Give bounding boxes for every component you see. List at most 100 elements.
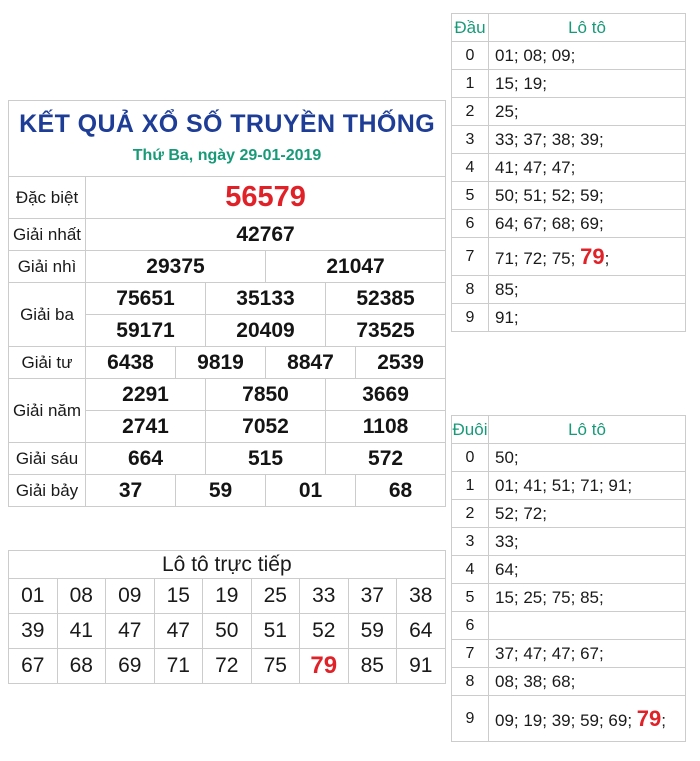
loto-cell: 50 <box>202 613 252 649</box>
loto-values-prefix: 09; 19; 39; 59; 69; <box>495 710 637 730</box>
hot-number: 79 <box>580 243 605 269</box>
loto-cell: 72 <box>202 648 252 684</box>
loto-cell: 09 <box>105 578 155 614</box>
page-title: KẾT QUẢ XỔ SỐ TRUYỀN THỐNG <box>19 110 436 138</box>
prize-value: 73525 <box>324 314 447 347</box>
loto-row: 67 68 69 71 72 75 79 85 91 <box>8 648 446 684</box>
prize-value: 52385 <box>324 282 447 315</box>
prize-row-second: Giải nhì 29375 21047 <box>8 250 447 283</box>
prize-value: 7052 <box>205 410 326 443</box>
dau-row: 1 15; 19; <box>451 69 686 98</box>
prize-value: 59 <box>175 474 266 507</box>
prize-value: 01 <box>265 474 356 507</box>
duoi-row: 0 50; <box>451 443 686 472</box>
loto-values: 33; 37; 38; 39; <box>488 125 686 154</box>
duoi-row: 2 52; 72; <box>451 499 686 528</box>
head-digit: 1 <box>451 69 489 98</box>
loto-cell: 39 <box>8 613 58 649</box>
duoi-row-highlighted: 9 09; 19; 39; 59; 69; 79; <box>451 695 686 742</box>
loto-cell: 37 <box>347 578 397 614</box>
prize-value: 2291 <box>85 378 206 411</box>
tail-digit: 3 <box>451 527 489 556</box>
tail-digit: 0 <box>451 443 489 472</box>
loto-cell: 59 <box>347 613 397 649</box>
loto-values: 64; 67; 68; 69; <box>488 209 686 238</box>
duoi-row: 7 37; 47; 47; 67; <box>451 639 686 668</box>
duoi-header: Đuôi <box>451 415 489 444</box>
prize-row-first: Giải nhất 42767 <box>8 218 447 251</box>
duoi-row: 6 <box>451 611 686 640</box>
prize-row-third-1: Giải ba 75651 35133 52385 <box>8 282 447 347</box>
loto-direct-table: Lô tô trực tiếp 01 08 09 15 19 25 33 37 … <box>8 550 446 684</box>
prize-value: 75651 <box>85 282 206 315</box>
loto-values: 41; 47; 47; <box>488 153 686 182</box>
loto-cell: 01 <box>8 578 58 614</box>
dau-row: 4 41; 47; 47; <box>451 153 686 182</box>
duoi-row: 4 64; <box>451 555 686 584</box>
loto-title-row: Lô tô trực tiếp <box>8 550 446 579</box>
loto-values: 08; 38; 68; <box>488 667 686 696</box>
tail-digit: 4 <box>451 555 489 584</box>
prize-value: 8847 <box>265 346 356 379</box>
prize-value: 35133 <box>205 282 326 315</box>
loto-cell: 38 <box>396 578 446 614</box>
prize-value: 2741 <box>85 410 206 443</box>
special-prize-value: 56579 <box>84 176 447 219</box>
duoi-row: 1 01; 41; 51; 71; 91; <box>451 471 686 500</box>
prize-label: Giải bảy <box>8 474 86 507</box>
loto-values-suffix: ; <box>661 710 666 730</box>
duoi-header-row: Đuôi Lô tô <box>451 415 686 444</box>
prize-row-sixth: Giải sáu 664 515 572 <box>8 442 447 475</box>
dau-row: 6 64; 67; 68; 69; <box>451 209 686 238</box>
loto-cell: 75 <box>250 648 300 684</box>
duoi-loto-header: Lô tô <box>488 415 686 444</box>
tail-digit: 1 <box>451 471 489 500</box>
prize-value: 1108 <box>324 410 447 443</box>
loto-values: 85; <box>488 275 686 304</box>
loto-values: 50; <box>488 443 686 472</box>
duoi-row: 5 15; 25; 75; 85; <box>451 583 686 612</box>
prize-row-special: Đặc biệt 56579 <box>8 176 447 219</box>
tail-digit: 5 <box>451 583 489 612</box>
prize-label: Giải nhất <box>8 218 86 251</box>
loto-cell: 51 <box>250 613 300 649</box>
loto-cell: 67 <box>8 648 58 684</box>
dau-row-highlighted: 7 71; 72; 75; 79; <box>451 237 686 276</box>
head-digit: 8 <box>451 275 489 304</box>
loto-cell: 71 <box>153 648 203 684</box>
prize-value: 9819 <box>175 346 266 379</box>
loto-values: 15; 19; <box>488 69 686 98</box>
draw-date: Thứ Ba, ngày 29-01-2019 <box>132 147 322 164</box>
loto-cell: 25 <box>250 578 300 614</box>
prize-value: 29375 <box>85 250 266 283</box>
prize-row-seventh: Giải bảy 37 59 01 68 <box>8 474 447 507</box>
prize-label: Giải ba <box>8 282 86 347</box>
loto-values: 50; 51; 52; 59; <box>488 181 686 210</box>
loto-values: 15; 25; 75; 85; <box>488 583 686 612</box>
loto-values: 01; 41; 51; 71; 91; <box>488 471 686 500</box>
loto-values: 37; 47; 47; 67; <box>488 639 686 668</box>
prize-label: Đặc biệt <box>8 176 86 219</box>
prize-label: Giải tư <box>8 346 86 379</box>
prize-value: 2539 <box>354 346 447 379</box>
dau-row: 2 25; <box>451 97 686 126</box>
prize-value: 6438 <box>85 346 176 379</box>
loto-row: 01 08 09 15 19 25 33 37 38 <box>8 578 446 614</box>
prize-value: 515 <box>205 442 326 475</box>
loto-cell: 47 <box>105 613 155 649</box>
prize-value: 572 <box>324 442 447 475</box>
prize-value: 20409 <box>205 314 326 347</box>
hot-number: 79 <box>636 705 662 731</box>
dau-row: 5 50; 51; 52; 59; <box>451 181 686 210</box>
prize-value: 7850 <box>205 378 326 411</box>
loto-cell: 85 <box>347 648 397 684</box>
loto-values: 71; 72; 75; 79; <box>488 237 686 276</box>
loto-cell: 19 <box>202 578 252 614</box>
prize-label: Giải sáu <box>8 442 86 475</box>
prize-row-fifth-1: Giải năm 2291 7850 3669 <box>8 378 447 443</box>
loto-values-suffix: ; <box>604 248 610 268</box>
prize-value: 37 <box>85 474 176 507</box>
loto-values: 33; <box>488 527 686 556</box>
prize-value: 664 <box>85 442 206 475</box>
loto-row: 39 41 47 47 50 51 52 59 64 <box>8 613 446 649</box>
